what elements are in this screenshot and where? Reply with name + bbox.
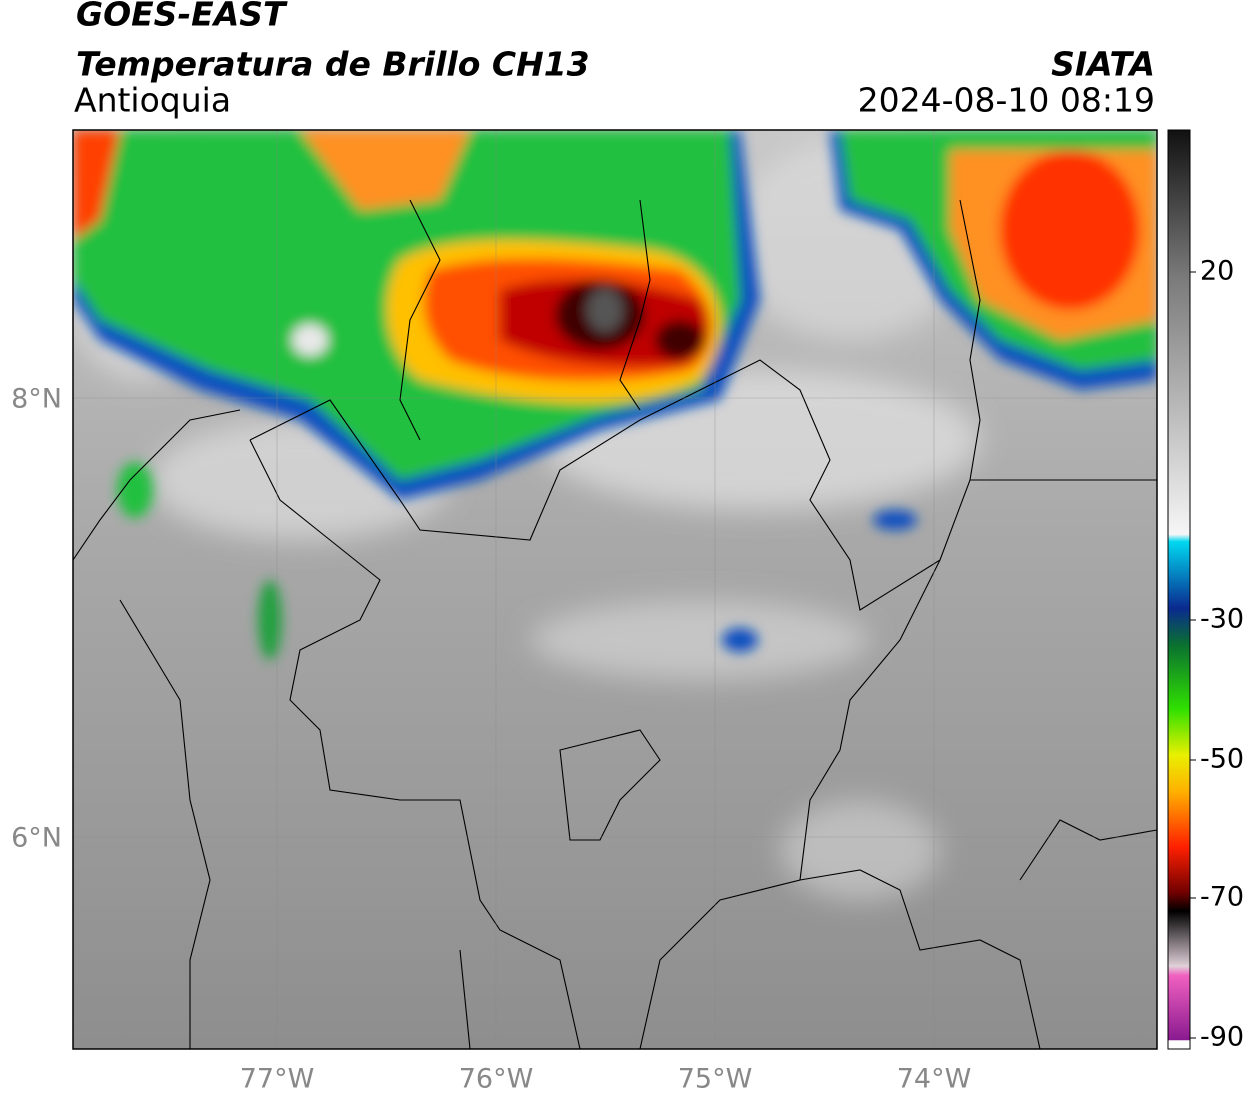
colorbar-label: -70 <box>1200 882 1244 913</box>
colorbar-ticks <box>1190 271 1196 1039</box>
map-frame <box>72 129 1158 1050</box>
lat-label: 8°N <box>11 384 62 415</box>
borders <box>73 199 1157 1049</box>
satellite-image <box>73 130 1157 1049</box>
graticule <box>73 130 1157 1049</box>
lon-label: 77°W <box>240 1064 315 1095</box>
datetime: 2024-08-10 08:19 <box>858 81 1155 120</box>
colorbar-label: -90 <box>1200 1022 1244 1053</box>
region: Antioquia <box>74 81 231 120</box>
lat-label: 6°N <box>11 823 62 854</box>
colorbar-label: -30 <box>1200 604 1244 635</box>
colorbar <box>1167 129 1191 1050</box>
lon-label: 75°W <box>678 1064 753 1095</box>
lon-label: 76°W <box>459 1064 534 1095</box>
lon-label: 74°W <box>897 1064 972 1095</box>
colorbar-label: 20 <box>1200 256 1234 287</box>
title: GOES-EAST <box>76 0 288 34</box>
subtitle: Temperatura de Brillo CH13 <box>76 45 590 84</box>
colorbar-label: -50 <box>1200 744 1244 775</box>
source: SIATA <box>1051 45 1155 84</box>
